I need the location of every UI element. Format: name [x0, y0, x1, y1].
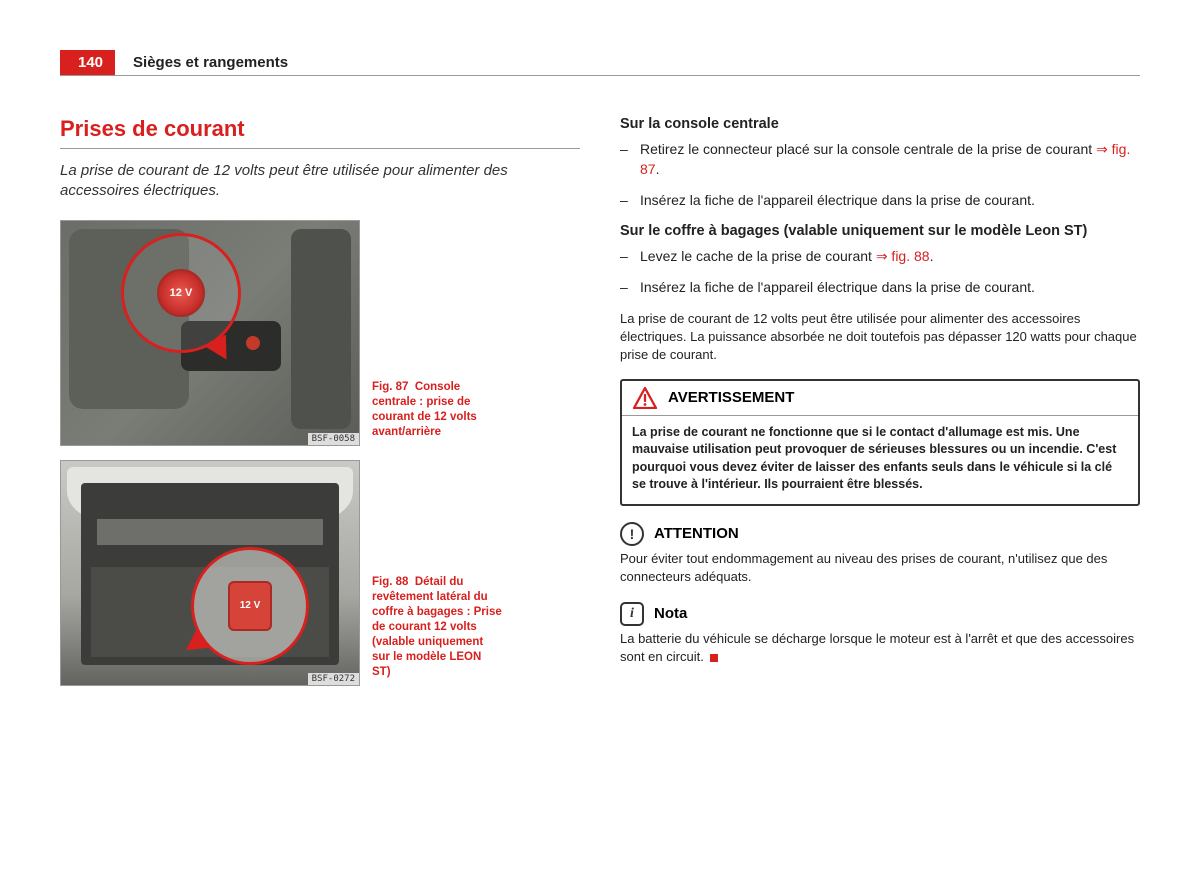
figure-87-image: 12 V BSF-0058	[60, 220, 360, 446]
step-text: Insérez la fiche de l'appareil électriqu…	[640, 278, 1035, 298]
figure-87-code: BSF-0058	[308, 433, 359, 445]
nota-header: i Nota	[620, 602, 1140, 626]
figure-88-image: 12 V BSF-0272	[60, 460, 360, 686]
subhead-trunk: Sur le coffre à bagages (valable uniquem…	[620, 223, 1140, 239]
page-header: 140 Sièges et rangements	[60, 50, 1140, 76]
figure-87: 12 V BSF-0058 Fig. 87 Console centrale :…	[60, 220, 580, 446]
dash-icon: –	[620, 278, 640, 298]
dash-icon: –	[620, 247, 640, 267]
left-column: Prises de courant La prise de courant de…	[60, 116, 580, 700]
step-text: Levez le cache de la prise de courant	[640, 248, 876, 264]
intro-text: La prise de courant de 12 volts peut êtr…	[60, 161, 580, 202]
dash-icon: –	[620, 191, 640, 211]
warning-header: AVERTISSEMENT	[622, 381, 1138, 416]
attention-header: ! ATTENTION	[620, 522, 1140, 546]
socket-12v-icon: 12 V	[228, 581, 272, 631]
step-text-tail: .	[930, 248, 934, 264]
warning-box: AVERTISSEMENT La prise de courant ne fon…	[620, 379, 1140, 506]
attention-body: Pour éviter tout endommagement au niveau…	[620, 550, 1140, 586]
figure-88-ref: Fig. 88	[372, 576, 408, 588]
figure-88-code: BSF-0272	[308, 673, 359, 685]
figure-88: 12 V BSF-0272 Fig. 88 Détail du revêteme…	[60, 460, 580, 686]
attention-title: ATTENTION	[654, 525, 739, 542]
warning-body: La prise de courant ne fonctionne que si…	[622, 416, 1138, 504]
figure-88-caption-text: Détail du revêtement latéral du coffre à…	[372, 576, 502, 678]
nota-body: La batterie du véhicule se décharge lors…	[620, 630, 1140, 666]
page-number: 140	[60, 50, 115, 75]
list-item: – Levez le cache de la prise de courant …	[620, 247, 1140, 267]
socket-12v-icon: 12 V	[157, 269, 205, 317]
two-column-layout: Prises de courant La prise de courant de…	[60, 116, 1140, 700]
nota-title: Nota	[654, 605, 687, 622]
page-title: Prises de courant	[60, 116, 580, 149]
fig-ref-link[interactable]: ⇒ fig. 88	[876, 248, 930, 264]
warning-triangle-icon	[632, 387, 658, 409]
list-item: – Insérez la fiche de l'appareil électri…	[620, 191, 1140, 211]
warning-title: AVERTISSEMENT	[668, 389, 794, 406]
paragraph: La prise de courant de 12 volts peut êtr…	[620, 310, 1140, 365]
section-title: Sièges et rangements	[133, 54, 288, 71]
end-marker-icon	[710, 654, 718, 662]
dash-icon: –	[620, 140, 640, 179]
list-item: – Retirez le connecteur placé sur la con…	[620, 140, 1140, 179]
nota-body-text: La batterie du véhicule se décharge lors…	[620, 631, 1134, 664]
info-icon: i	[620, 602, 644, 626]
manual-page: 140 Sièges et rangements Prises de coura…	[0, 0, 1200, 740]
subhead-console: Sur la console centrale	[620, 116, 1140, 132]
figure-87-ref: Fig. 87	[372, 381, 408, 393]
figure-88-caption: Fig. 88 Détail du revêtement latéral du …	[372, 575, 502, 686]
attention-icon: !	[620, 522, 644, 546]
figure-87-caption: Fig. 87 Console centrale : prise de cour…	[372, 380, 502, 446]
step-text: Retirez le connecteur placé sur la conso…	[640, 141, 1096, 157]
list-item: – Insérez la fiche de l'appareil électri…	[620, 278, 1140, 298]
step-text-tail: .	[656, 161, 660, 177]
step-text: Insérez la fiche de l'appareil électriqu…	[640, 191, 1035, 211]
right-column: Sur la console centrale – Retirez le con…	[620, 116, 1140, 700]
